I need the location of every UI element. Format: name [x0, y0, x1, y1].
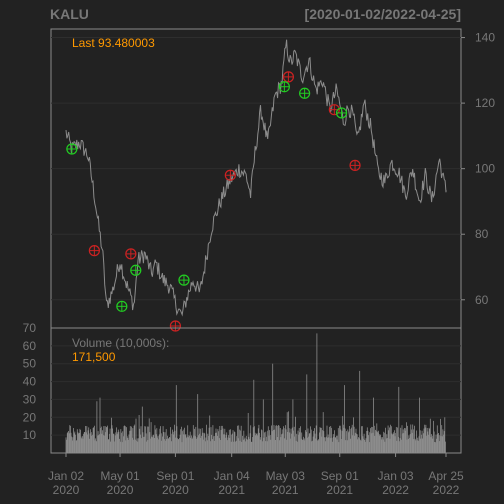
volume-y-tick-label: 40: [23, 375, 37, 389]
buy-signal-marker: [278, 81, 290, 93]
chart-title-date-range: [2020-01-02/2022-04-25]: [305, 6, 461, 22]
sell-signal-marker: [169, 320, 182, 332]
buy-signal-marker: [335, 107, 348, 119]
buy-signal-marker: [66, 143, 78, 155]
x-tick-label: Jan 03: [378, 469, 414, 483]
volume-y-axis: 10 20 30 40 50 60 70: [23, 321, 37, 442]
last-price-label: Last 93.480003: [72, 36, 155, 50]
x-tick-label: Sep 01: [321, 469, 359, 483]
buy-signal-marker: [116, 300, 128, 312]
price-y-tick-label: 140: [475, 31, 495, 45]
sell-signal-marker: [224, 169, 236, 181]
volume-y-tick-label: 10: [23, 428, 37, 442]
sell-signal-marker: [125, 248, 137, 260]
price-y-tick-label: 120: [475, 96, 495, 110]
volume-y-tick-label: 60: [23, 339, 37, 353]
x-tick-year-label: 2022: [433, 483, 460, 497]
price-y-axis: 60 80 100 120 140: [461, 31, 495, 307]
volume-label: Volume (10,000s):: [72, 336, 169, 350]
volume-y-tick-label: 50: [23, 357, 37, 371]
chart-title-symbol: KALU: [50, 6, 89, 22]
price-y-tick-label: 100: [475, 162, 495, 176]
x-tick-label: May 03: [266, 469, 306, 483]
buy-signal-marker: [130, 264, 142, 276]
price-line: [65, 39, 447, 317]
x-tick-year-label: 2020: [53, 483, 80, 497]
price-panel: 60 80 100 120 140 Last 93.480003: [50, 28, 495, 332]
sell-signal-marker: [282, 71, 295, 83]
price-y-tick-label: 60: [475, 293, 489, 307]
x-tick-year-label: 2021: [326, 483, 353, 497]
volume-bars: [65, 333, 446, 453]
volume-last-value: 171,500: [72, 350, 116, 364]
x-tick-year-label: 2020: [107, 483, 134, 497]
buy-signal-marker: [178, 274, 190, 286]
x-tick-label: May 01: [100, 469, 140, 483]
x-tick-label: Jan 02: [48, 469, 84, 483]
x-tick-label: Apr 25: [428, 469, 464, 483]
sell-signal-marker: [349, 159, 361, 171]
x-tick-year-label: 2021: [218, 483, 245, 497]
volume-y-tick-label: 20: [23, 410, 37, 424]
x-tick-year-label: 2021: [272, 483, 299, 497]
volume-y-tick-label: 30: [23, 392, 37, 406]
price-y-tick-label: 80: [475, 227, 489, 241]
x-tick-label: Jan 04: [214, 469, 250, 483]
signal-markers: [66, 71, 361, 332]
volume-y-tick-label: 70: [23, 321, 37, 335]
sell-signal-marker: [88, 245, 100, 257]
x-tick-year-label: 2022: [382, 483, 409, 497]
x-tick-label: Sep 01: [156, 469, 194, 483]
buy-signal-marker: [299, 87, 311, 99]
volume-panel: 10 20 30 40 50 60 70 Volume (10,000s): 171,500: [23, 321, 462, 454]
x-tick-year-label: 2020: [162, 483, 189, 497]
